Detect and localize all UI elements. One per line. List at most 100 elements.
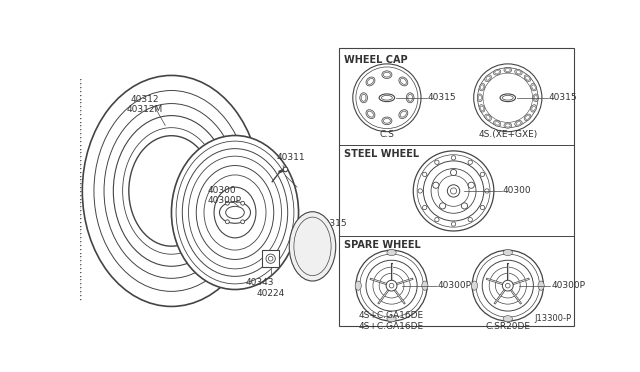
Text: 40312
40312M: 40312 40312M (126, 95, 163, 114)
Circle shape (268, 256, 273, 261)
Ellipse shape (479, 83, 485, 91)
Ellipse shape (516, 122, 521, 125)
Bar (339, 48, 575, 326)
Ellipse shape (481, 85, 484, 89)
Ellipse shape (503, 316, 513, 322)
Ellipse shape (129, 136, 214, 246)
Ellipse shape (422, 281, 428, 290)
Circle shape (241, 201, 244, 205)
Ellipse shape (408, 94, 412, 101)
Text: SPARE WHEEL: SPARE WHEEL (344, 240, 421, 250)
Ellipse shape (387, 316, 396, 322)
Circle shape (389, 283, 394, 288)
Circle shape (356, 250, 428, 321)
Ellipse shape (172, 135, 298, 289)
Circle shape (480, 205, 484, 210)
Circle shape (502, 280, 513, 291)
Text: J13300-P: J13300-P (534, 314, 572, 323)
Circle shape (474, 64, 542, 132)
Ellipse shape (401, 111, 406, 117)
Circle shape (484, 189, 489, 193)
Ellipse shape (515, 69, 522, 75)
Ellipse shape (83, 76, 260, 307)
Ellipse shape (524, 75, 531, 81)
Circle shape (422, 172, 427, 177)
Circle shape (447, 185, 460, 197)
Text: 40300
40300P: 40300 40300P (207, 186, 241, 205)
Ellipse shape (478, 96, 481, 100)
Ellipse shape (532, 85, 535, 89)
Ellipse shape (532, 106, 535, 110)
Circle shape (468, 160, 472, 164)
Ellipse shape (226, 206, 244, 219)
Ellipse shape (493, 69, 501, 75)
Ellipse shape (399, 110, 408, 119)
Ellipse shape (486, 115, 490, 119)
Circle shape (440, 203, 445, 209)
Text: 40300P: 40300P (551, 281, 585, 290)
Circle shape (468, 218, 472, 222)
Circle shape (451, 222, 456, 226)
Text: C.SR20DE: C.SR20DE (485, 322, 531, 331)
Ellipse shape (367, 78, 373, 84)
Ellipse shape (495, 70, 499, 74)
Text: WHEEL CAP: WHEEL CAP (344, 55, 408, 65)
Text: 40224: 40224 (257, 289, 285, 298)
Circle shape (413, 151, 494, 231)
Ellipse shape (531, 83, 536, 91)
Text: 4S+C.GA16DE: 4S+C.GA16DE (359, 322, 424, 331)
Circle shape (266, 254, 275, 263)
Ellipse shape (382, 117, 392, 125)
Text: 40311: 40311 (277, 153, 305, 162)
Text: 40343: 40343 (246, 278, 274, 287)
FancyBboxPatch shape (262, 250, 279, 267)
Ellipse shape (504, 67, 511, 73)
Ellipse shape (383, 73, 390, 77)
Circle shape (225, 201, 229, 205)
Ellipse shape (399, 77, 408, 86)
Ellipse shape (525, 115, 529, 119)
Ellipse shape (406, 93, 414, 103)
Ellipse shape (506, 124, 510, 127)
Ellipse shape (383, 119, 390, 123)
Ellipse shape (524, 114, 531, 121)
Circle shape (283, 167, 288, 172)
Circle shape (435, 218, 439, 222)
Ellipse shape (538, 281, 544, 290)
Ellipse shape (355, 281, 362, 290)
Text: STEEL WHEEL: STEEL WHEEL (344, 150, 419, 159)
Ellipse shape (366, 110, 375, 119)
Ellipse shape (472, 281, 477, 290)
Circle shape (433, 182, 439, 188)
Text: 40315: 40315 (549, 93, 577, 102)
Circle shape (353, 64, 421, 132)
Circle shape (480, 172, 484, 177)
Circle shape (461, 203, 468, 209)
Ellipse shape (484, 75, 492, 81)
Circle shape (435, 160, 439, 164)
Circle shape (422, 205, 427, 210)
Circle shape (241, 220, 244, 224)
Ellipse shape (484, 114, 492, 121)
Text: 40315: 40315 (428, 93, 456, 102)
Ellipse shape (220, 202, 250, 223)
Circle shape (472, 250, 543, 321)
Ellipse shape (504, 123, 511, 128)
Ellipse shape (379, 94, 395, 102)
Ellipse shape (515, 121, 522, 126)
Circle shape (451, 188, 457, 194)
Ellipse shape (360, 93, 367, 103)
Circle shape (468, 182, 474, 188)
Ellipse shape (503, 250, 513, 256)
Ellipse shape (387, 250, 396, 256)
Text: 4S.(XE+GXE): 4S.(XE+GXE) (478, 129, 538, 139)
Ellipse shape (289, 212, 336, 281)
Circle shape (506, 283, 510, 288)
Circle shape (386, 280, 397, 291)
Ellipse shape (366, 77, 375, 86)
Ellipse shape (525, 76, 529, 80)
Text: 40300: 40300 (502, 186, 531, 195)
Ellipse shape (506, 68, 510, 71)
Ellipse shape (534, 96, 537, 100)
Ellipse shape (382, 71, 392, 78)
